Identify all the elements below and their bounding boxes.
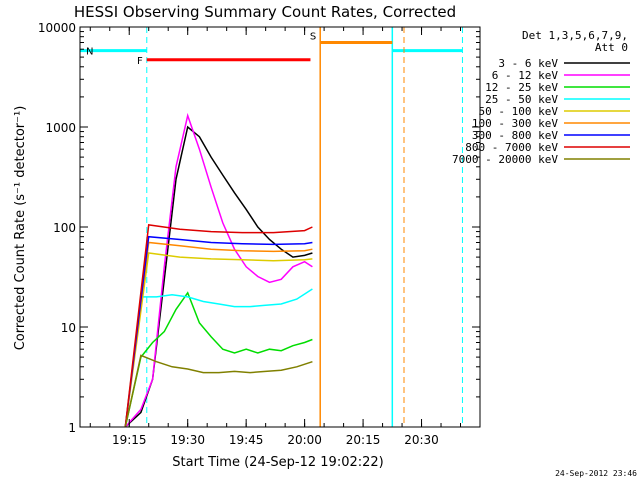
series-line-5 [124,241,313,427]
generation-timestamp: 24-Sep-2012 23:46 [555,469,637,478]
legend-label-2: 12 - 25 keV [485,81,558,94]
flag-label-F: F [137,56,143,67]
legend-label-4: 50 - 100 keV [479,105,559,118]
x-tick-label-5: 20:30 [404,433,439,447]
legend-label-1: 6 - 12 keV [492,69,559,82]
legend-label-0: 3 - 6 keV [498,57,558,70]
series-line-2 [124,291,313,427]
y-tick-label-0: 1 [68,421,76,435]
x-axis-label: Start Time (24-Sep-12 19:02:22) [172,455,383,470]
series-line-1 [124,112,313,427]
x-tick-label-1: 19:30 [170,433,205,447]
y-tick-label-3: 1000 [45,121,76,135]
legend-label-7: 800 - 7000 keV [465,141,558,154]
series-line-3 [124,288,313,427]
series-line-6 [124,235,313,427]
series-line-4 [124,252,313,427]
legend-label-5: 100 - 300 keV [472,117,558,130]
legend-label-6: 300 - 800 keV [472,129,558,142]
plot-frame [79,26,481,428]
chart-title: HESSI Observing Summary Count Rates, Cor… [74,3,456,21]
y-axis-label: Corrected Count Rate (s⁻¹ detector⁻¹) [13,106,28,351]
legend-header-line-2: Att 0 [595,41,628,54]
y-tick-label-4: 10000 [38,21,76,35]
legend-header-line-1: Det 1,3,5,6,7,9, [522,29,628,42]
legend-label-8: 7000 - 20000 keV [452,153,558,166]
y-tick-label-2: 100 [53,221,76,235]
series-line-7 [124,224,313,427]
y-tick-label-1: 10 [61,321,76,335]
x-tick-label-2: 19:45 [229,433,264,447]
flag-label-S: S [310,31,316,42]
x-tick-label-0: 19:15 [112,433,147,447]
legend-label-3: 25 - 50 keV [485,93,558,106]
flag-label-N: N [86,47,93,58]
x-tick-label-3: 20:00 [287,433,322,447]
x-tick-label-4: 20:15 [346,433,381,447]
series-line-8 [124,354,313,427]
